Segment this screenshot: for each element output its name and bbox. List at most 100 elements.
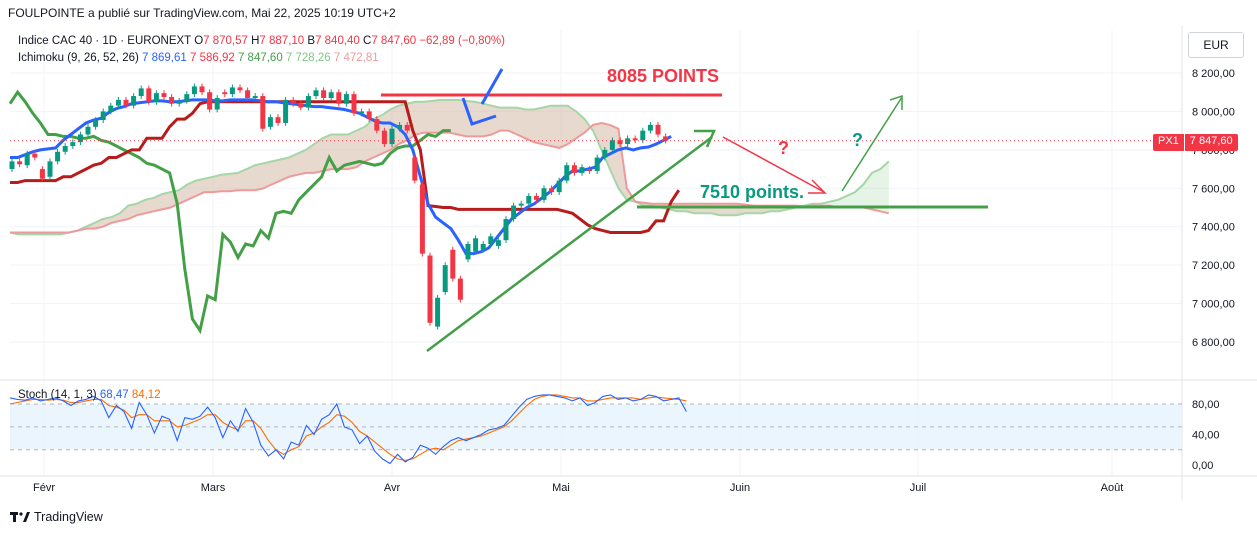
candle-body	[191, 86, 197, 95]
candle-body	[55, 151, 61, 162]
time-tick-label: Mars	[201, 482, 226, 494]
candle-body	[62, 146, 68, 152]
candle-body	[199, 86, 205, 93]
candle-body	[161, 93, 167, 98]
ichimoku-legend[interactable]: Ichimoku (9, 26, 52, 26) 7 869,61 7 586,…	[18, 52, 379, 64]
candle-body	[518, 203, 524, 206]
price-badge: PX1 7 847,60	[1153, 134, 1238, 151]
candle-body	[39, 169, 45, 179]
candles	[9, 83, 669, 330]
candle-body	[351, 94, 357, 114]
candle-body	[138, 88, 144, 97]
open-value: 7 870,57	[203, 35, 248, 47]
ichimoku-value-5: 7 472,81	[333, 52, 379, 64]
candle-body	[412, 157, 418, 181]
candle-body	[176, 100, 182, 104]
candle-body	[495, 240, 501, 246]
stoch-k-line	[9, 394, 687, 465]
candle-body	[222, 92, 228, 95]
bull-scenario-arrowhead	[889, 94, 903, 110]
time-tick-label: Févr	[33, 482, 55, 494]
candle-body	[503, 219, 509, 241]
candle-body	[321, 90, 327, 98]
cloud-fill	[10, 99, 889, 235]
publisher-line: FOULPOINTE a publié sur TradingView.com,…	[8, 6, 396, 20]
candle-body	[579, 167, 585, 173]
resistance-label: 8085 POINTS	[607, 66, 719, 86]
tradingview-logo-text: TradingView	[34, 510, 103, 524]
cloud-fill-bearish	[18, 99, 796, 235]
candle-body	[541, 188, 547, 200]
candle-body	[533, 195, 539, 200]
close-label: C	[363, 35, 372, 47]
candle-body	[283, 99, 289, 123]
grid	[0, 26, 1257, 500]
candle-body	[450, 249, 456, 279]
candle-body	[419, 184, 425, 254]
bull-scenario-arrow	[841, 96, 903, 192]
candle-body	[153, 93, 159, 102]
time-tick-label: Mai	[552, 482, 570, 494]
bear-scenario-arrowhead	[808, 179, 827, 194]
candle-body	[17, 161, 23, 165]
candle-body	[267, 117, 273, 127]
stoch-tick-label: 80,00	[1192, 399, 1220, 411]
price-tick-label: 7 400,00	[1192, 222, 1235, 234]
ichimoku-value-4: 7 728,26	[285, 52, 331, 64]
candle-body	[115, 99, 121, 106]
candle-body	[313, 90, 319, 97]
candle-body	[214, 97, 220, 110]
candle-body	[85, 126, 91, 135]
candle-body	[655, 124, 661, 135]
stoch-legend[interactable]: Stoch (14, 1, 3) 68,47 84,12	[18, 389, 161, 401]
candle-body	[609, 140, 615, 150]
candle-body	[298, 103, 304, 108]
candle-body	[374, 119, 380, 131]
tradingview-logo-icon	[10, 512, 30, 522]
candle-body	[343, 94, 349, 104]
bear-scenario-arrow	[722, 136, 825, 193]
ichimoku-value-3: 7 847,60	[237, 52, 283, 64]
candle-body	[32, 153, 38, 158]
candle-body	[465, 244, 471, 260]
price-tick-label: 8 000,00	[1192, 106, 1235, 118]
candle-body	[564, 165, 570, 181]
candle-body	[252, 96, 258, 98]
candle-body	[24, 153, 30, 166]
candle-body	[245, 90, 251, 98]
currency-button[interactable]: EUR	[1188, 32, 1244, 58]
tradingview-logo[interactable]: TradingView	[10, 510, 103, 524]
senkou-span-a	[9, 98, 890, 236]
bull-question-mark: ?	[852, 130, 863, 150]
low-label: B	[307, 35, 316, 47]
candle-body	[556, 180, 562, 193]
candle-body	[229, 87, 235, 95]
ichimoku-label: Ichimoku (9, 26, 52, 26)	[18, 52, 139, 64]
price-tick-label: 8 200,00	[1192, 68, 1235, 80]
stoch-d-line	[9, 394, 687, 461]
low-value: 7 840,40	[315, 35, 360, 47]
candle-body	[587, 169, 593, 171]
candle-body	[290, 99, 296, 104]
candle-body	[359, 111, 365, 114]
symbol-legend: Indice CAC 40 · 1D · EURONEXT O7 870,57 …	[18, 35, 505, 47]
time-tick-label: Juin	[730, 482, 750, 494]
time-tick-label: Août	[1101, 482, 1124, 494]
candle-body	[473, 238, 479, 252]
stoch-d-value: 84,12	[131, 389, 161, 401]
stoch-tick-label: 40,00	[1192, 430, 1220, 442]
candle-body	[594, 157, 600, 171]
candle-body	[237, 87, 243, 91]
high-label: H	[251, 35, 260, 47]
support-label: 7510 points.	[700, 182, 804, 202]
candle-body	[207, 92, 213, 110]
candle-body	[549, 188, 555, 193]
price-badge-label: PX1	[1153, 134, 1184, 151]
candle-body	[389, 128, 395, 145]
price-tick-label: 7 000,00	[1192, 299, 1235, 311]
drawings: 8085 POINTS 7510 points.??	[10, 66, 1182, 352]
candle-body	[93, 120, 99, 127]
candle-body	[427, 255, 433, 323]
candle-body	[77, 134, 83, 143]
candle-body	[328, 92, 334, 98]
